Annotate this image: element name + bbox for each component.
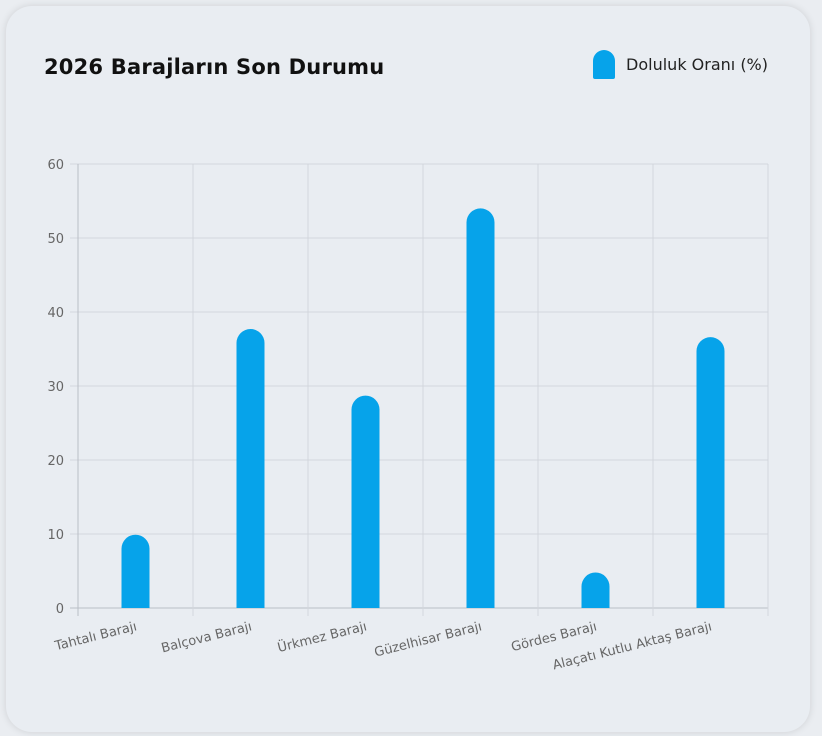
x-tick-label: Tahtalı Barajı xyxy=(53,619,139,654)
y-tick-label: 40 xyxy=(47,306,64,321)
bar xyxy=(236,329,265,608)
y-tick-label: 20 xyxy=(47,454,64,469)
x-tick-label: Ürkmez Barajı xyxy=(276,617,369,656)
chart-title: 2026 Barajların Son Durumu xyxy=(44,55,385,79)
x-tick-label: Güzelhisar Barajı xyxy=(373,619,484,660)
bar xyxy=(351,395,380,608)
grid-layer xyxy=(70,163,769,616)
y-tick-label: 50 xyxy=(47,232,64,247)
y-tick-label: 0 xyxy=(56,602,64,617)
bar-layer xyxy=(121,208,725,608)
chart-legend[interactable]: Doluluk Oranı (%) xyxy=(593,50,768,79)
bar xyxy=(581,572,610,608)
bar xyxy=(696,337,725,608)
bar xyxy=(121,534,150,608)
bar xyxy=(466,208,495,608)
y-tick-label: 10 xyxy=(47,528,64,543)
x-tick-label: Balçova Barajı xyxy=(160,619,254,656)
legend-swatch xyxy=(593,50,616,79)
y-tick-label: 60 xyxy=(47,158,64,173)
legend-label: Doluluk Oranı (%) xyxy=(626,55,768,74)
chart-card: 2026 Barajların Son Durumu Doluluk Oranı… xyxy=(6,6,810,732)
y-tick-label: 30 xyxy=(47,380,64,395)
